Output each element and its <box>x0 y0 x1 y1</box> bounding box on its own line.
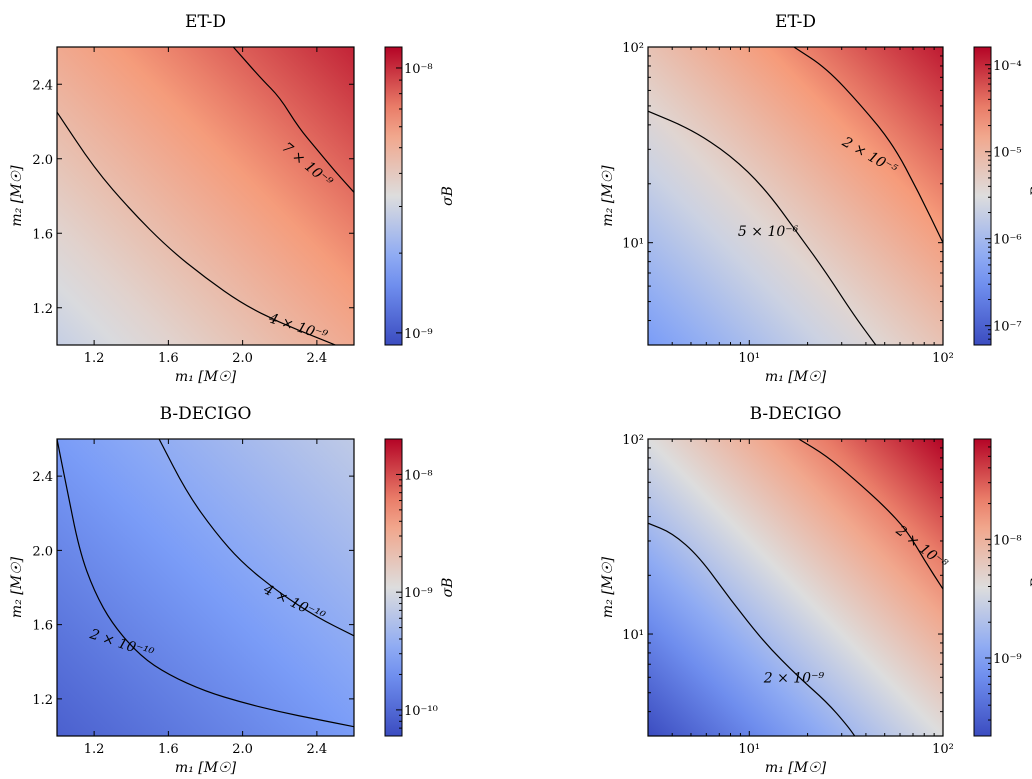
colorbar-label: σB <box>1029 578 1032 598</box>
x-tick-label: 10¹ <box>738 742 760 757</box>
colorbar <box>973 438 992 737</box>
y-tick-label: 2.4 <box>32 470 53 485</box>
x-tick-label: 10² <box>932 351 954 366</box>
colorbar-tick-label: 10⁻⁹ <box>404 327 433 342</box>
axes-frame <box>56 46 355 346</box>
colorbar-tick-label: 10⁻⁸ <box>404 468 433 483</box>
contour-line <box>57 111 336 345</box>
contour-line <box>232 47 354 193</box>
y-tick-label: 1.6 <box>32 619 53 634</box>
y-axis-label: m₂ [M☉] <box>600 556 616 618</box>
colorbar-tick-label: 10⁻⁹ <box>993 652 1022 667</box>
contour-line <box>648 522 856 736</box>
x-tick-label: 2.0 <box>232 351 253 366</box>
colorbar-tick-label: 10⁻¹⁰ <box>404 704 438 719</box>
x-tick-label: 10² <box>932 742 954 757</box>
contour-line <box>648 110 877 345</box>
axes-frame <box>647 46 944 346</box>
colorbar-label: σB <box>440 578 456 598</box>
y-tick-label: 1.6 <box>32 227 53 242</box>
chart-panel-3: 2 × 10⁻¹⁰4 × 10⁻¹⁰1.2 1.6 2.0 2.41.21.62.02… <box>9 404 456 776</box>
axes-frame <box>647 438 944 737</box>
y-axis-label: m₂ [M☉] <box>9 556 25 618</box>
contour-label: 5 × 10⁻⁶ <box>738 224 799 240</box>
contour-label-text: 5 × 10⁻⁶ <box>738 224 799 240</box>
contour-line <box>158 439 354 637</box>
x-tick-label: 2.4 <box>307 742 328 757</box>
colorbar-tick-label: 10⁻⁷ <box>993 320 1022 335</box>
contour-line <box>57 439 354 728</box>
chart-panel-1: 4 × 10⁻⁹7 × 10⁻⁹1.2 1.6 2.0 2.41.21.62.02.4… <box>9 12 456 385</box>
x-tick-label: 1.6 <box>158 742 179 757</box>
x-tick-label: 1.6 <box>158 351 179 366</box>
colorbar-tick-label: 10⁻⁸ <box>993 533 1022 548</box>
y-tick-label: 1.2 <box>32 693 53 708</box>
y-tick-label: 10² <box>622 41 644 56</box>
colorbar-label: σB <box>1029 186 1032 206</box>
y-tick-label: 10² <box>622 433 644 448</box>
y-tick-label: 2.0 <box>32 544 53 559</box>
chart-title: ET-D <box>775 12 816 32</box>
x-tick-label: 2.4 <box>307 351 328 366</box>
colorbar <box>973 46 992 346</box>
contour-label-text: 2 × 10⁻⁹ <box>763 670 825 686</box>
colorbar-tick-label: 10⁻⁵ <box>993 146 1022 161</box>
heatmap-field <box>57 439 354 736</box>
y-tick-label: 2.4 <box>32 78 53 93</box>
colorbar-tick-label: 10⁻⁶ <box>993 233 1022 248</box>
heatmap-field <box>648 439 943 736</box>
y-axis-label: m₂ [M☉] <box>600 165 616 227</box>
y-tick-label: 10¹ <box>622 237 644 252</box>
contour-line <box>793 47 943 243</box>
colorbar <box>384 438 403 737</box>
y-tick-label: 2.0 <box>32 153 53 168</box>
x-axis-label: m₁ [M☉] <box>765 369 827 385</box>
x-tick-label: 1.2 <box>84 742 105 757</box>
colorbar-tick-label: 10⁻⁴ <box>993 59 1022 74</box>
colorbar-tick-label: 10⁻⁹ <box>404 586 433 601</box>
chart-title: B-DECIGO <box>750 404 842 424</box>
x-tick-label: 2.0 <box>232 742 253 757</box>
contour-label: 2 × 10⁻⁹ <box>763 670 825 686</box>
x-axis-label: m₁ [M☉] <box>175 369 237 385</box>
heatmap-field <box>57 47 354 345</box>
y-tick-label: 1.2 <box>32 302 53 317</box>
y-tick-label: 10¹ <box>622 628 644 643</box>
x-axis-label: m₁ [M☉] <box>175 760 237 776</box>
heatmap-field <box>648 47 943 345</box>
chart-title: ET-D <box>185 12 226 32</box>
contour-line <box>798 439 943 590</box>
axes-frame <box>56 438 355 737</box>
x-tick-label: 1.2 <box>84 351 105 366</box>
x-axis-label: m₁ [M☉] <box>765 760 827 776</box>
chart-title: B-DECIGO <box>160 404 252 424</box>
x-tick-label: 10¹ <box>738 351 760 366</box>
y-axis-label: m₂ [M☉] <box>9 165 25 227</box>
colorbar <box>384 46 403 346</box>
colorbar-label: σB <box>440 186 456 206</box>
colorbar-tick-label: 10⁻⁸ <box>404 62 433 77</box>
